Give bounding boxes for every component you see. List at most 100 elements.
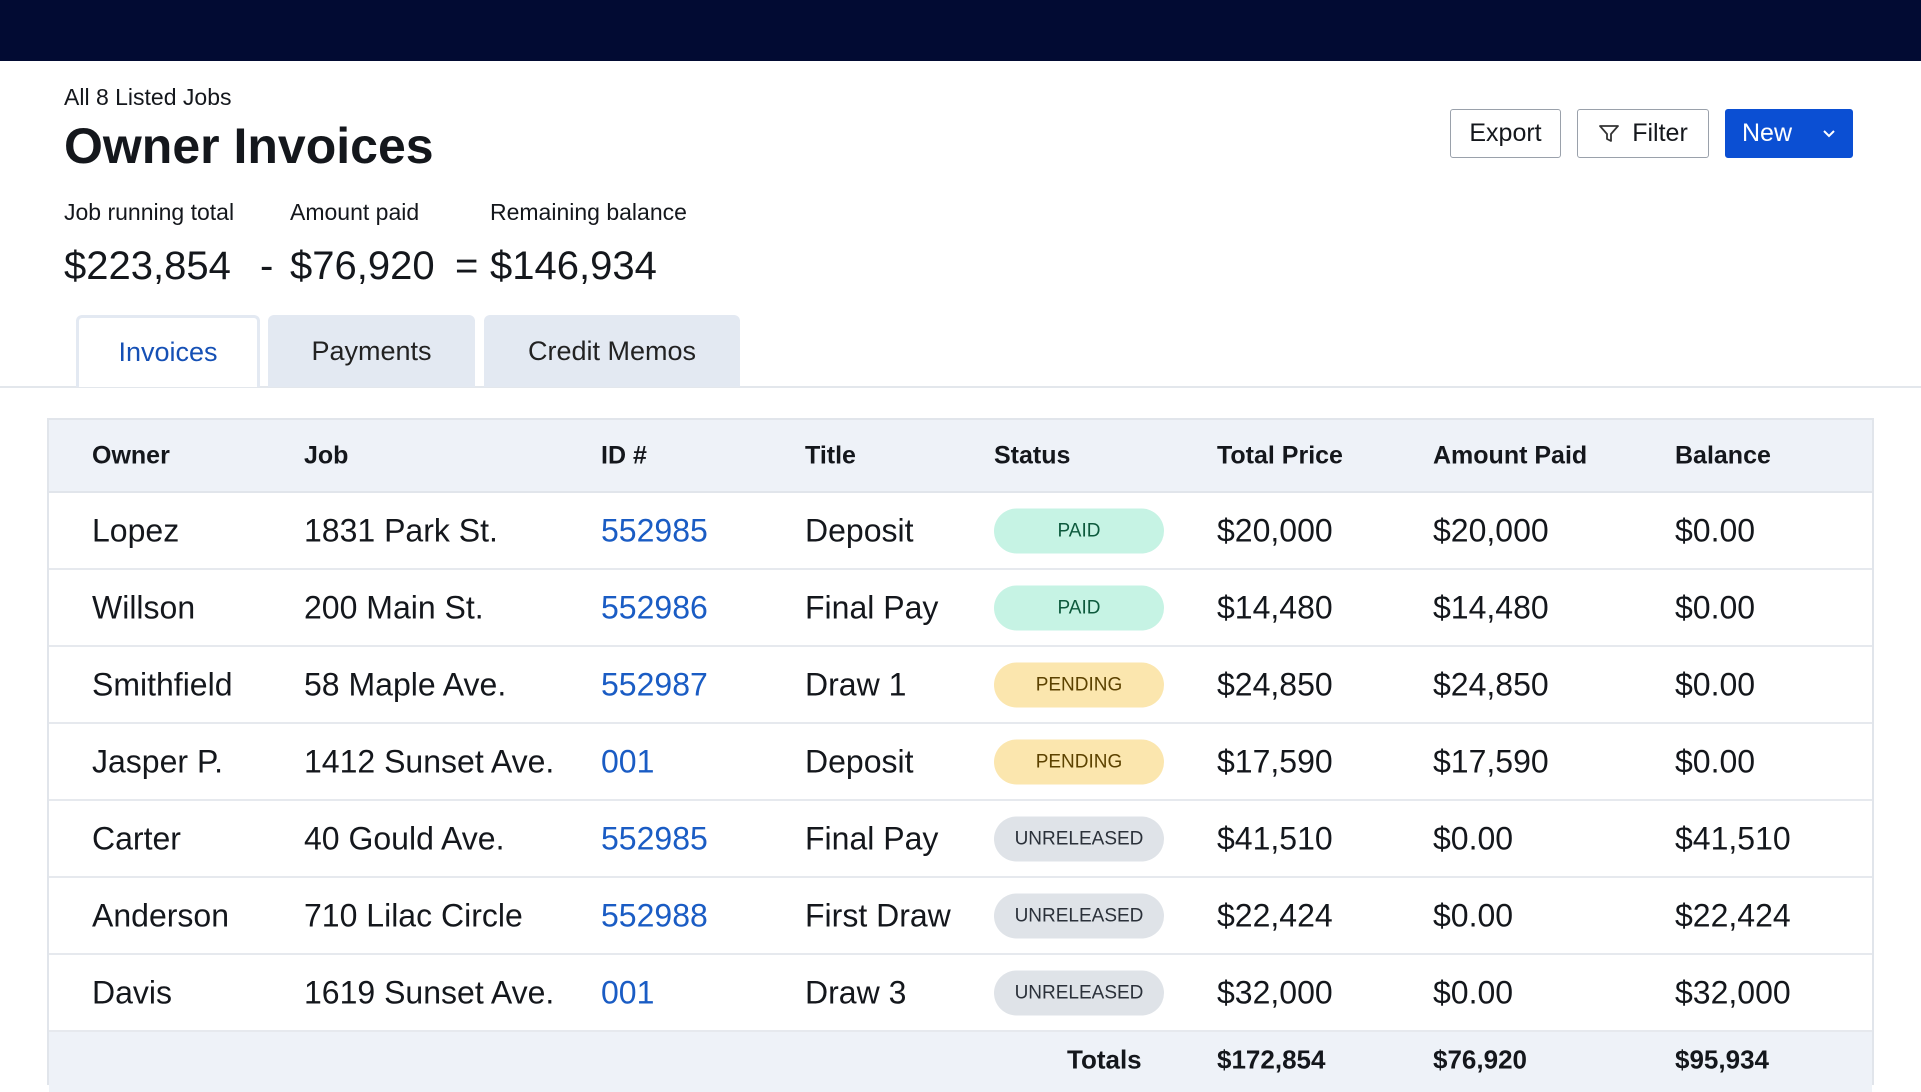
filter-button[interactable]: Filter [1577, 109, 1709, 158]
status-badge: PENDING [994, 663, 1164, 708]
status-text: UNRELEASED [1015, 828, 1144, 850]
table-header: OwnerJobID #TitleStatusTotal PriceAmount… [49, 420, 1872, 493]
cell-text: Smithfield [92, 667, 233, 704]
column-header: Status [994, 442, 1070, 471]
job-id-link[interactable]: 552985 [601, 821, 708, 858]
cell-text: $0.00 [1433, 821, 1513, 858]
totals-label: Totals [1067, 1045, 1142, 1076]
table-row: Jasper P. 1412 Sunset Ave. 001 Deposit PENDI… [49, 724, 1872, 801]
button-label: New [1742, 119, 1792, 148]
summary-operator: = [455, 244, 478, 289]
cell-text: Deposit [805, 744, 914, 781]
job-id-link[interactable]: 552988 [601, 898, 708, 935]
cell-text: Draw 3 [805, 975, 906, 1012]
cell-text: $24,850 [1217, 667, 1333, 704]
summary-value: $223,854 [64, 244, 231, 289]
top-bar [0, 0, 1921, 61]
table-row: Lopez 1831 Park St. 552985 Deposit PAID $20,0… [49, 493, 1872, 570]
cell-text: $20,000 [1217, 513, 1333, 550]
cell-text: $0.00 [1675, 744, 1755, 781]
cell-text: Draw 1 [805, 667, 906, 704]
cell-text: 1619 Sunset Ave. [304, 975, 554, 1012]
cell-text: $0.00 [1675, 513, 1755, 550]
cell-text: Davis [92, 975, 172, 1012]
cell-text: 40 Gould Ave. [304, 821, 504, 858]
job-id-link[interactable]: 001 [601, 975, 654, 1012]
column-header: Title [805, 442, 856, 471]
status-text: PENDING [1036, 751, 1123, 773]
status-text: UNRELEASED [1015, 905, 1144, 927]
status-text: PENDING [1036, 674, 1123, 696]
totals-row: Totals $172,854 $76,920 $95,934 [49, 1032, 1872, 1092]
status-text: PAID [1058, 520, 1101, 542]
cell-text: $24,850 [1433, 667, 1549, 704]
table-row: Willson 200 Main St. 552986 Final Pay PAID $1… [49, 570, 1872, 647]
cell-text: 1412 Sunset Ave. [304, 744, 554, 781]
column-header: Amount Paid [1433, 442, 1587, 471]
summary-value: $146,934 [490, 244, 657, 289]
cell-text: $17,590 [1433, 744, 1549, 781]
cell-text: $32,000 [1675, 975, 1791, 1012]
column-header: Total Price [1217, 442, 1343, 471]
cell-text: Carter [92, 821, 181, 858]
status-badge: PAID [994, 509, 1164, 554]
cell-text: Anderson [92, 898, 229, 935]
tab[interactable]: Credit Memos [484, 315, 740, 387]
cell-text: Deposit [805, 513, 914, 550]
summary-value: $76,920 [290, 244, 435, 289]
cell-text: $41,510 [1217, 821, 1333, 858]
cell-text: 58 Maple Ave. [304, 667, 506, 704]
total-value: $76,920 [1433, 1045, 1527, 1076]
tab[interactable]: Payments [268, 315, 475, 387]
invoice-table: OwnerJobID #TitleStatusTotal PriceAmount… [47, 418, 1874, 1085]
cell-text: $20,000 [1433, 513, 1549, 550]
tab[interactable]: Invoices [76, 315, 260, 387]
table-row: Carter 40 Gould Ave. 552985 Final Pay UNRELE… [49, 801, 1872, 878]
cell-text: $41,510 [1675, 821, 1791, 858]
cell-text: $17,590 [1217, 744, 1333, 781]
chevron-icon [1822, 129, 1836, 139]
cell-text: $14,480 [1217, 590, 1333, 627]
new-button[interactable]: New [1725, 109, 1853, 158]
cell-text: Jasper P. [92, 744, 223, 781]
column-header: ID # [601, 442, 647, 471]
cell-text: $0.00 [1433, 898, 1513, 935]
cell-text: 1831 Park St. [304, 513, 498, 550]
column-header: Owner [92, 442, 170, 471]
cell-text: Willson [92, 590, 195, 627]
table-row: Smithfield 58 Maple Ave. 552987 Draw 1 PENDI… [49, 647, 1872, 724]
cell-text: Final Pay [805, 590, 938, 627]
job-id-link[interactable]: 001 [601, 744, 654, 781]
button-label: Filter [1632, 119, 1688, 148]
status-badge: UNRELEASED [994, 817, 1164, 862]
summary-label: Job running total [64, 199, 234, 226]
export-button[interactable]: Export [1450, 109, 1561, 158]
cell-text: 200 Main St. [304, 590, 484, 627]
cell-text: Final Pay [805, 821, 938, 858]
status-badge: PAID [994, 586, 1164, 631]
summary-label: Remaining balance [490, 199, 687, 226]
cell-text: $22,424 [1217, 898, 1333, 935]
cell-text: Lopez [92, 513, 179, 550]
table-row: Anderson 710 Lilac Circle 552988 First Draw… [49, 878, 1872, 955]
filter-icon [1598, 123, 1620, 145]
cell-text: 710 Lilac Circle [304, 898, 523, 935]
cell-text: $0.00 [1675, 667, 1755, 704]
status-badge: UNRELEASED [994, 971, 1164, 1016]
total-value: $95,934 [1675, 1045, 1769, 1076]
status-badge: PENDING [994, 740, 1164, 785]
button-label: Export [1469, 119, 1541, 148]
table-row: Davis 1619 Sunset Ave. 001 Draw 3 UNRELEASED… [49, 955, 1872, 1032]
status-text: PAID [1058, 597, 1101, 619]
job-id-link[interactable]: 552985 [601, 513, 708, 550]
cell-text: $14,480 [1433, 590, 1549, 627]
cell-text: $32,000 [1217, 975, 1333, 1012]
summary-operator: - [260, 244, 273, 289]
cell-text: $22,424 [1675, 898, 1791, 935]
summary-label: Amount paid [290, 199, 419, 226]
cell-text: First Draw [805, 898, 951, 935]
job-id-link[interactable]: 552986 [601, 590, 708, 627]
total-value: $172,854 [1217, 1045, 1325, 1076]
job-id-link[interactable]: 552987 [601, 667, 708, 704]
